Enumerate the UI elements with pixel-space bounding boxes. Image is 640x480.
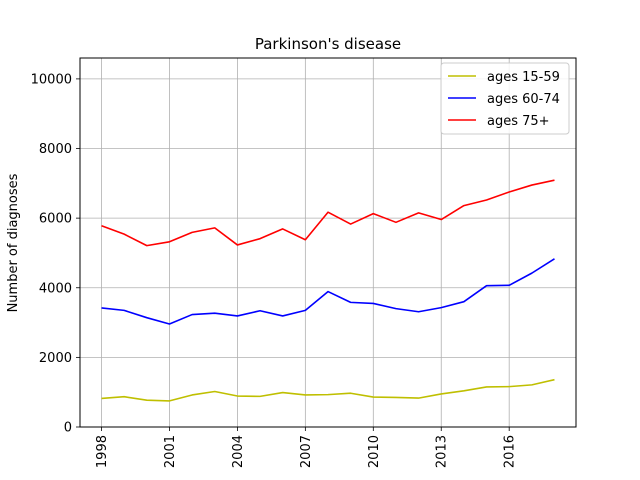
data-point-ages-60-74: [372, 302, 374, 304]
data-point-ages-60-74: [100, 307, 102, 309]
legend-label: ages 75+: [487, 114, 550, 129]
x-tick-label: 2016: [503, 435, 518, 468]
data-point-ages-15-59: [146, 399, 148, 401]
data-point-ages-60-74: [214, 312, 216, 314]
y-tick-label: 8000: [39, 142, 72, 157]
y-tick-label: 10000: [31, 72, 72, 87]
y-axis: 0 2000 4000 6000 8000 10000: [31, 72, 80, 436]
data-point-ages-60-74: [485, 284, 487, 286]
data-point-ages-15-59: [508, 385, 510, 387]
data-point-ages-75: [327, 211, 329, 213]
series-ages-75: [100, 179, 555, 247]
data-point-ages-15-59: [236, 395, 238, 397]
data-point-ages-15-59: [485, 386, 487, 388]
series-line-ages-15-59: [101, 378, 555, 402]
series-layer: [100, 179, 555, 402]
data-point-ages-15-59: [100, 397, 102, 399]
y-axis-label: Number of diagnoses: [6, 173, 21, 312]
data-point-ages-60-74: [304, 309, 306, 311]
data-point-ages-75: [146, 244, 148, 246]
x-tick-label: 2004: [231, 435, 246, 468]
y-tick-label: 2000: [39, 351, 72, 366]
data-point-ages-75: [214, 227, 216, 229]
data-point-ages-75: [304, 239, 306, 241]
data-point-ages-60-74: [508, 284, 510, 286]
series-line-ages-75: [101, 179, 555, 247]
data-point-ages-60-74: [395, 307, 397, 309]
series-ages-60-74: [100, 258, 555, 325]
y-tick-label: 6000: [39, 212, 72, 227]
data-point-ages-15-59: [372, 396, 374, 398]
data-point-ages-75: [259, 237, 261, 239]
data-point-ages-15-59: [440, 393, 442, 395]
data-point-ages-15-59: [304, 394, 306, 396]
data-point-ages-15-59: [531, 384, 533, 386]
y-tick-label: 4000: [39, 281, 72, 296]
data-point-ages-75: [191, 231, 193, 233]
data-point-ages-60-74: [123, 309, 125, 311]
data-point-ages-60-74: [349, 301, 351, 303]
data-point-ages-60-74: [282, 315, 284, 317]
legend: ages 15-59 ages 60-74 ages 75+: [440, 62, 570, 135]
data-point-ages-60-74: [146, 316, 148, 318]
x-tick-label: 1998: [95, 435, 110, 468]
data-point-ages-75: [349, 223, 351, 225]
data-point-ages-75: [282, 228, 284, 230]
legend-box: [440, 62, 570, 135]
series-ages-15-59: [100, 378, 555, 402]
x-tick-label: 2010: [367, 435, 382, 468]
data-point-ages-60-74: [168, 323, 170, 325]
data-point-ages-15-59: [553, 378, 555, 380]
data-point-ages-75: [395, 221, 397, 223]
data-point-ages-15-59: [259, 395, 261, 397]
data-point-ages-75: [531, 184, 533, 186]
data-point-ages-60-74: [236, 315, 238, 317]
data-point-ages-60-74: [463, 300, 465, 302]
data-point-ages-75: [236, 244, 238, 246]
legend-label: ages 60-74: [487, 92, 560, 107]
data-point-ages-75: [440, 218, 442, 220]
data-point-ages-75: [485, 199, 487, 201]
data-point-ages-75: [463, 204, 465, 206]
data-point-ages-15-59: [191, 394, 193, 396]
data-point-ages-60-74: [553, 258, 555, 260]
data-point-ages-15-59: [123, 396, 125, 398]
data-point-ages-15-59: [395, 396, 397, 398]
data-point-ages-15-59: [214, 390, 216, 392]
data-point-ages-75: [417, 212, 419, 214]
data-point-ages-60-74: [417, 311, 419, 313]
data-point-ages-75: [123, 233, 125, 235]
data-point-ages-60-74: [191, 313, 193, 315]
data-point-ages-60-74: [531, 272, 533, 274]
x-axis: 1998 2001 2004 2007 2010 2013 2016: [95, 427, 518, 468]
plot-frame: [79, 57, 577, 428]
x-tick-label: 2013: [435, 435, 450, 468]
data-point-ages-75: [372, 212, 374, 214]
data-point-ages-60-74: [327, 290, 329, 292]
data-point-ages-75: [553, 179, 555, 181]
series-line-ages-60-74: [101, 258, 555, 325]
data-point-ages-75: [168, 241, 170, 243]
data-point-ages-15-59: [282, 391, 284, 393]
legend-label: ages 15-59: [487, 70, 560, 85]
data-point-ages-15-59: [417, 397, 419, 399]
data-point-ages-60-74: [440, 306, 442, 308]
data-point-ages-15-59: [463, 390, 465, 392]
chart-title: Parkinson's disease: [255, 35, 401, 53]
x-tick-label: 2001: [163, 435, 178, 468]
data-point-ages-15-59: [349, 392, 351, 394]
data-point-ages-15-59: [327, 393, 329, 395]
data-point-ages-75: [508, 191, 510, 193]
data-point-ages-75: [100, 225, 102, 227]
data-point-ages-15-59: [168, 400, 170, 402]
data-point-ages-60-74: [259, 310, 261, 312]
x-tick-label: 2007: [299, 435, 314, 468]
y-tick-label: 0: [64, 421, 72, 436]
